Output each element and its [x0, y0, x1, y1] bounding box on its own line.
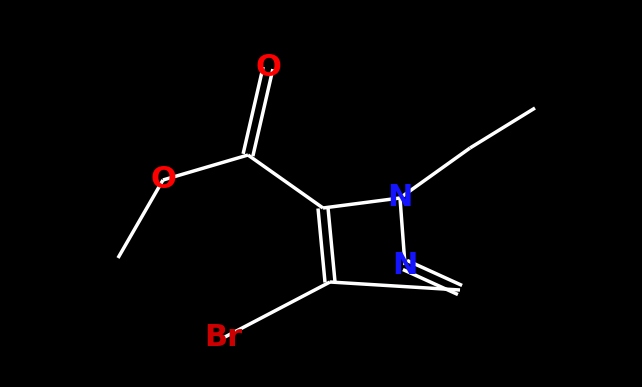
Text: N: N	[387, 183, 413, 212]
Text: N: N	[392, 250, 418, 279]
Text: Br: Br	[204, 324, 242, 353]
Text: O: O	[255, 53, 281, 82]
Text: O: O	[150, 166, 176, 195]
